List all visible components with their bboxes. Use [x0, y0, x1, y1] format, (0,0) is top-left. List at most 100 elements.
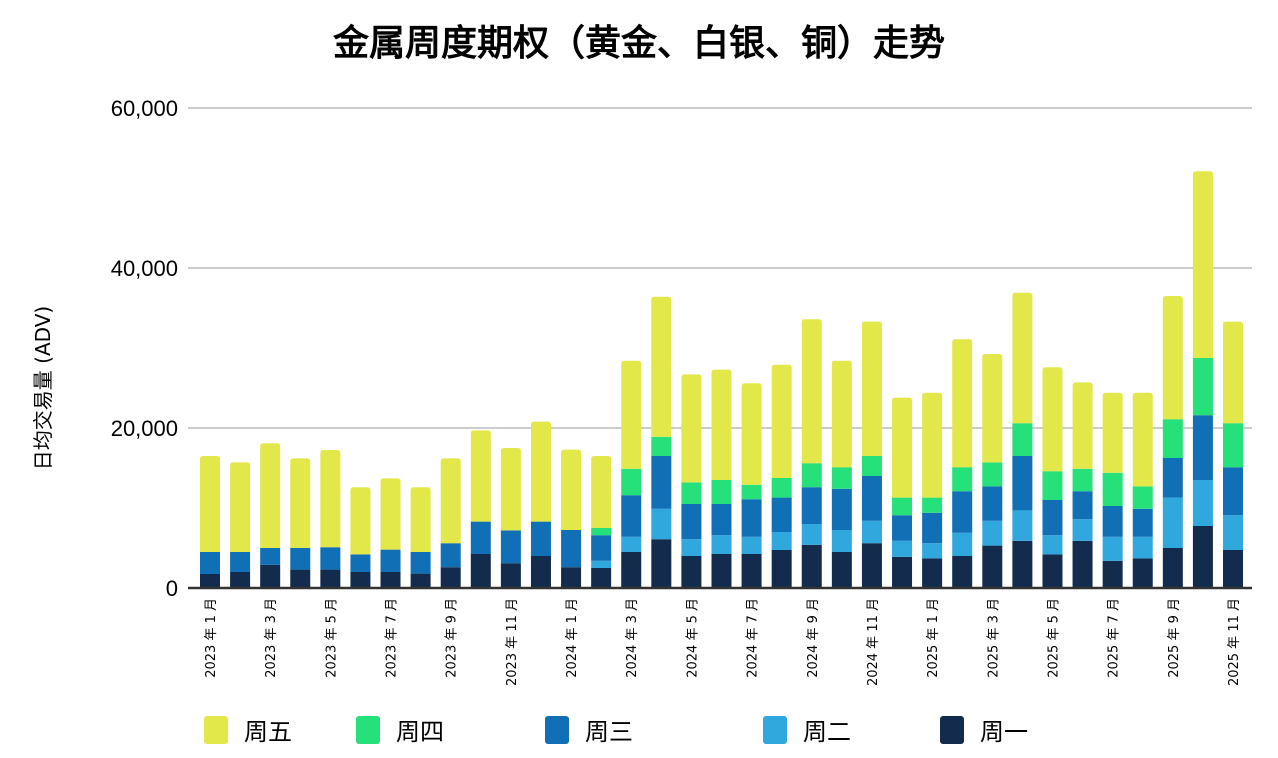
- bar-segment: [1072, 540, 1093, 588]
- bar-segment: [470, 521, 491, 554]
- bar-segment: [1012, 292, 1033, 424]
- legend-item: 周三: [545, 712, 633, 747]
- bar-segment: [500, 563, 521, 588]
- bar-segment: [741, 536, 762, 554]
- bar-segment: [1102, 506, 1123, 537]
- bar-segment: [861, 543, 882, 588]
- legend-swatch: [204, 715, 228, 744]
- bar-segment: [711, 369, 732, 480]
- bar-segment: [1102, 472, 1123, 506]
- legend-item: 周一: [940, 712, 1028, 747]
- bar-segment: [350, 554, 371, 572]
- bar-segment: [651, 436, 672, 456]
- bar-segment: [861, 456, 882, 476]
- bar-segment: [530, 521, 551, 556]
- bar-segment: [200, 574, 220, 588]
- bar-segment: [651, 296, 672, 437]
- bar-segment: [952, 339, 973, 468]
- bar-segment: [831, 467, 852, 489]
- bar-segment: [230, 552, 251, 572]
- bar-segment: [681, 539, 702, 556]
- bar-segment: [681, 482, 702, 504]
- x-tick-label: 2023 年 11 月: [505, 598, 520, 686]
- bar-stack: [982, 354, 1003, 588]
- bar-stack: [500, 448, 521, 588]
- bar-stack: [410, 487, 431, 588]
- bar-segment: [530, 421, 551, 522]
- bar-segment: [861, 476, 882, 521]
- legend-swatch: [545, 715, 569, 744]
- bar-segment: [1012, 456, 1033, 511]
- bar-segment: [952, 532, 973, 556]
- bar-segment: [320, 547, 341, 570]
- x-tick-label: 2024 年 1 月: [565, 598, 580, 678]
- bar-segment: [500, 448, 521, 531]
- bar-segment: [410, 573, 431, 588]
- bar-segment: [591, 535, 612, 561]
- bar-stack: [260, 443, 281, 588]
- bar-segment: [771, 550, 792, 588]
- bar-stack: [1012, 292, 1033, 588]
- bar-segment: [1162, 419, 1183, 458]
- bar-stack: [470, 430, 491, 588]
- bar-segment: [771, 532, 792, 550]
- bar-segment: [741, 383, 762, 485]
- legend-label: 周五: [244, 718, 292, 746]
- bar-segment: [1223, 423, 1243, 468]
- bar-segment: [260, 443, 281, 548]
- x-tick-label: 2023 年 9 月: [445, 598, 460, 678]
- bar-segment: [1162, 548, 1183, 588]
- bar-segment: [1192, 526, 1213, 588]
- bar-segment: [1192, 480, 1213, 526]
- bar-segment: [470, 430, 491, 522]
- bar-segment: [380, 572, 401, 588]
- bar-segment: [922, 392, 943, 498]
- bar-segment: [380, 549, 401, 572]
- x-tick-label: 2025 年 1 月: [926, 598, 941, 678]
- bar-segment: [1132, 392, 1153, 487]
- bar-segment: [410, 552, 431, 574]
- bar-segment: [1102, 560, 1123, 588]
- bar-segment: [380, 478, 401, 550]
- bar-segment: [1223, 467, 1243, 516]
- bar-stack: [1192, 171, 1213, 588]
- x-tick-label: 2024 年 9 月: [806, 598, 821, 678]
- bar-segment: [1072, 491, 1093, 520]
- bar-segment: [982, 486, 1003, 521]
- bar-segment: [922, 543, 943, 559]
- bar-segment: [1132, 486, 1153, 509]
- x-tick-label: 2024 年 11 月: [866, 598, 881, 686]
- bar-stack: [711, 369, 732, 588]
- bar-segment: [1042, 500, 1063, 536]
- bar-segment: [801, 487, 822, 524]
- x-tick-label: 2025 年 9 月: [1167, 598, 1182, 678]
- bar-segment: [952, 556, 973, 588]
- bar-segment: [1042, 471, 1063, 500]
- bar-segment: [982, 462, 1003, 487]
- bar-segment: [892, 556, 913, 588]
- bar-stack: [1042, 367, 1063, 588]
- legend-label: 周二: [803, 718, 851, 746]
- bar-segment: [651, 508, 672, 540]
- bar-segment: [320, 569, 341, 588]
- bar-segment: [440, 543, 461, 568]
- bar-segment: [591, 568, 612, 588]
- bar-segment: [200, 552, 220, 574]
- bar-stack: [530, 421, 551, 588]
- legend-label: 周三: [585, 718, 633, 746]
- x-axis-ticks: 2023 年 1 月 2023 年 3 月 2023 年 5 月 2023 年 7 月…: [204, 598, 1242, 686]
- bar-segment: [1192, 358, 1213, 416]
- bar-segment: [1042, 554, 1063, 588]
- bar-segment: [982, 520, 1003, 546]
- bar-segment: [350, 487, 371, 555]
- bar-segment: [922, 558, 943, 588]
- bar-segment: [230, 572, 251, 588]
- bar-segment: [530, 556, 551, 588]
- bar-stack: [621, 360, 642, 588]
- bar-segment: [831, 530, 852, 552]
- bar-stack: [440, 458, 461, 588]
- bar-stack: [290, 458, 311, 588]
- bar-segment: [1192, 415, 1213, 480]
- bar-stack: [861, 321, 882, 588]
